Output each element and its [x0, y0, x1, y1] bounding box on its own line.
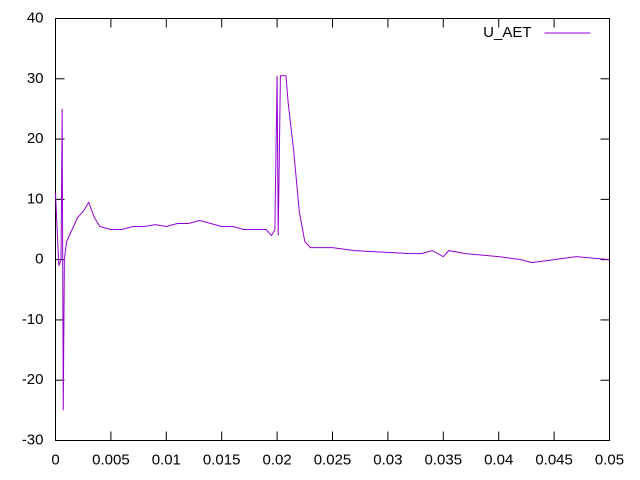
y-tick-label: -30 — [22, 431, 44, 448]
legend-label: U_AET — [483, 24, 531, 41]
x-tick-label: 0.035 — [425, 451, 463, 468]
x-tick-label: 0.02 — [262, 451, 291, 468]
x-tick-label: 0 — [51, 451, 59, 468]
x-tick-label: 0.04 — [484, 451, 513, 468]
plot-border — [55, 18, 610, 441]
x-tick-label: 0.03 — [373, 451, 402, 468]
y-tick-label: -20 — [22, 371, 44, 388]
y-tick-label: -10 — [22, 311, 44, 328]
x-tick-label: 0.005 — [92, 451, 130, 468]
x-tick-label: 0.015 — [203, 451, 241, 468]
y-tick-label: 20 — [27, 130, 44, 147]
y-tick-label: 30 — [27, 70, 44, 87]
data-line — [55, 75, 610, 411]
x-tick-label: 0.025 — [314, 451, 352, 468]
x-tick-label: 0.05 — [595, 451, 624, 468]
x-tick-label: 0.045 — [535, 451, 573, 468]
y-tick-label: 10 — [27, 190, 44, 207]
y-tick-label: 0 — [35, 251, 43, 268]
x-tick-label: 0.01 — [152, 451, 181, 468]
y-tick-label: 40 — [27, 9, 44, 26]
